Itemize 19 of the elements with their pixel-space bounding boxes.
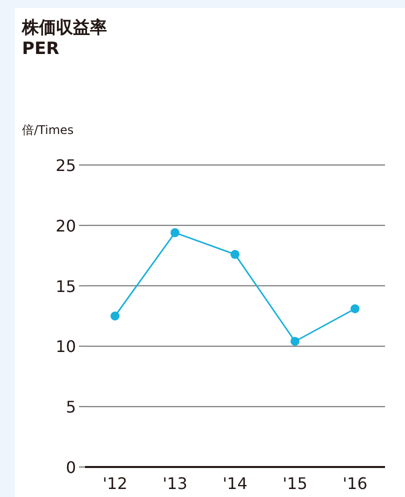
y-tick-label: 0: [66, 458, 76, 477]
y-tick-label: 25: [56, 156, 76, 175]
chart-subtitle: PER: [22, 39, 60, 59]
y-tick-label: 5: [66, 398, 76, 417]
x-tick-label: '12: [102, 474, 128, 493]
point: [350, 304, 360, 314]
chart-title: 株価収益率: [21, 18, 107, 38]
x-tick-label: '14: [222, 474, 248, 493]
x-tick-label: '16: [342, 474, 368, 493]
point: [230, 250, 240, 259]
point: [110, 312, 120, 320]
x-tick-label: '13: [162, 474, 188, 493]
x-tick-label: '15: [282, 474, 308, 493]
point: [290, 336, 300, 346]
point: [170, 228, 180, 238]
y-tick-label: 10: [56, 337, 76, 356]
y-axis-title: 倍/Times: [22, 123, 74, 137]
y-tick-label: 20: [56, 216, 76, 236]
y-tick-label: 15: [56, 276, 76, 296]
